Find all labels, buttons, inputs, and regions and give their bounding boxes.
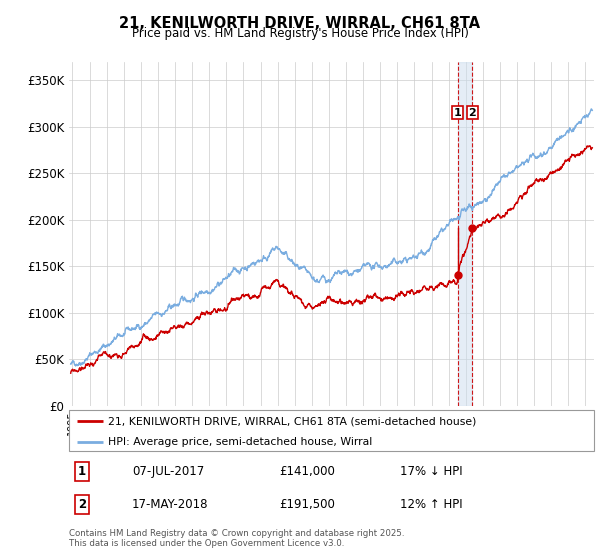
Text: HPI: Average price, semi-detached house, Wirral: HPI: Average price, semi-detached house,… xyxy=(109,437,373,446)
Text: 2: 2 xyxy=(469,108,476,118)
Text: 1: 1 xyxy=(78,465,86,478)
Text: 17% ↓ HPI: 17% ↓ HPI xyxy=(400,465,463,478)
FancyBboxPatch shape xyxy=(69,410,594,451)
Text: 21, KENILWORTH DRIVE, WIRRAL, CH61 8TA: 21, KENILWORTH DRIVE, WIRRAL, CH61 8TA xyxy=(119,16,481,31)
Text: 12% ↑ HPI: 12% ↑ HPI xyxy=(400,498,463,511)
Text: Price paid vs. HM Land Registry's House Price Index (HPI): Price paid vs. HM Land Registry's House … xyxy=(131,27,469,40)
Text: 17-MAY-2018: 17-MAY-2018 xyxy=(132,498,209,511)
Text: Contains HM Land Registry data © Crown copyright and database right 2025.
This d: Contains HM Land Registry data © Crown c… xyxy=(69,529,404,548)
Text: £141,000: £141,000 xyxy=(279,465,335,478)
Text: 21, KENILWORTH DRIVE, WIRRAL, CH61 8TA (semi-detached house): 21, KENILWORTH DRIVE, WIRRAL, CH61 8TA (… xyxy=(109,417,477,426)
Text: 1: 1 xyxy=(454,108,461,118)
Text: £191,500: £191,500 xyxy=(279,498,335,511)
Text: 2: 2 xyxy=(78,498,86,511)
Bar xyxy=(458,62,472,406)
Text: 07-JUL-2017: 07-JUL-2017 xyxy=(132,465,204,478)
